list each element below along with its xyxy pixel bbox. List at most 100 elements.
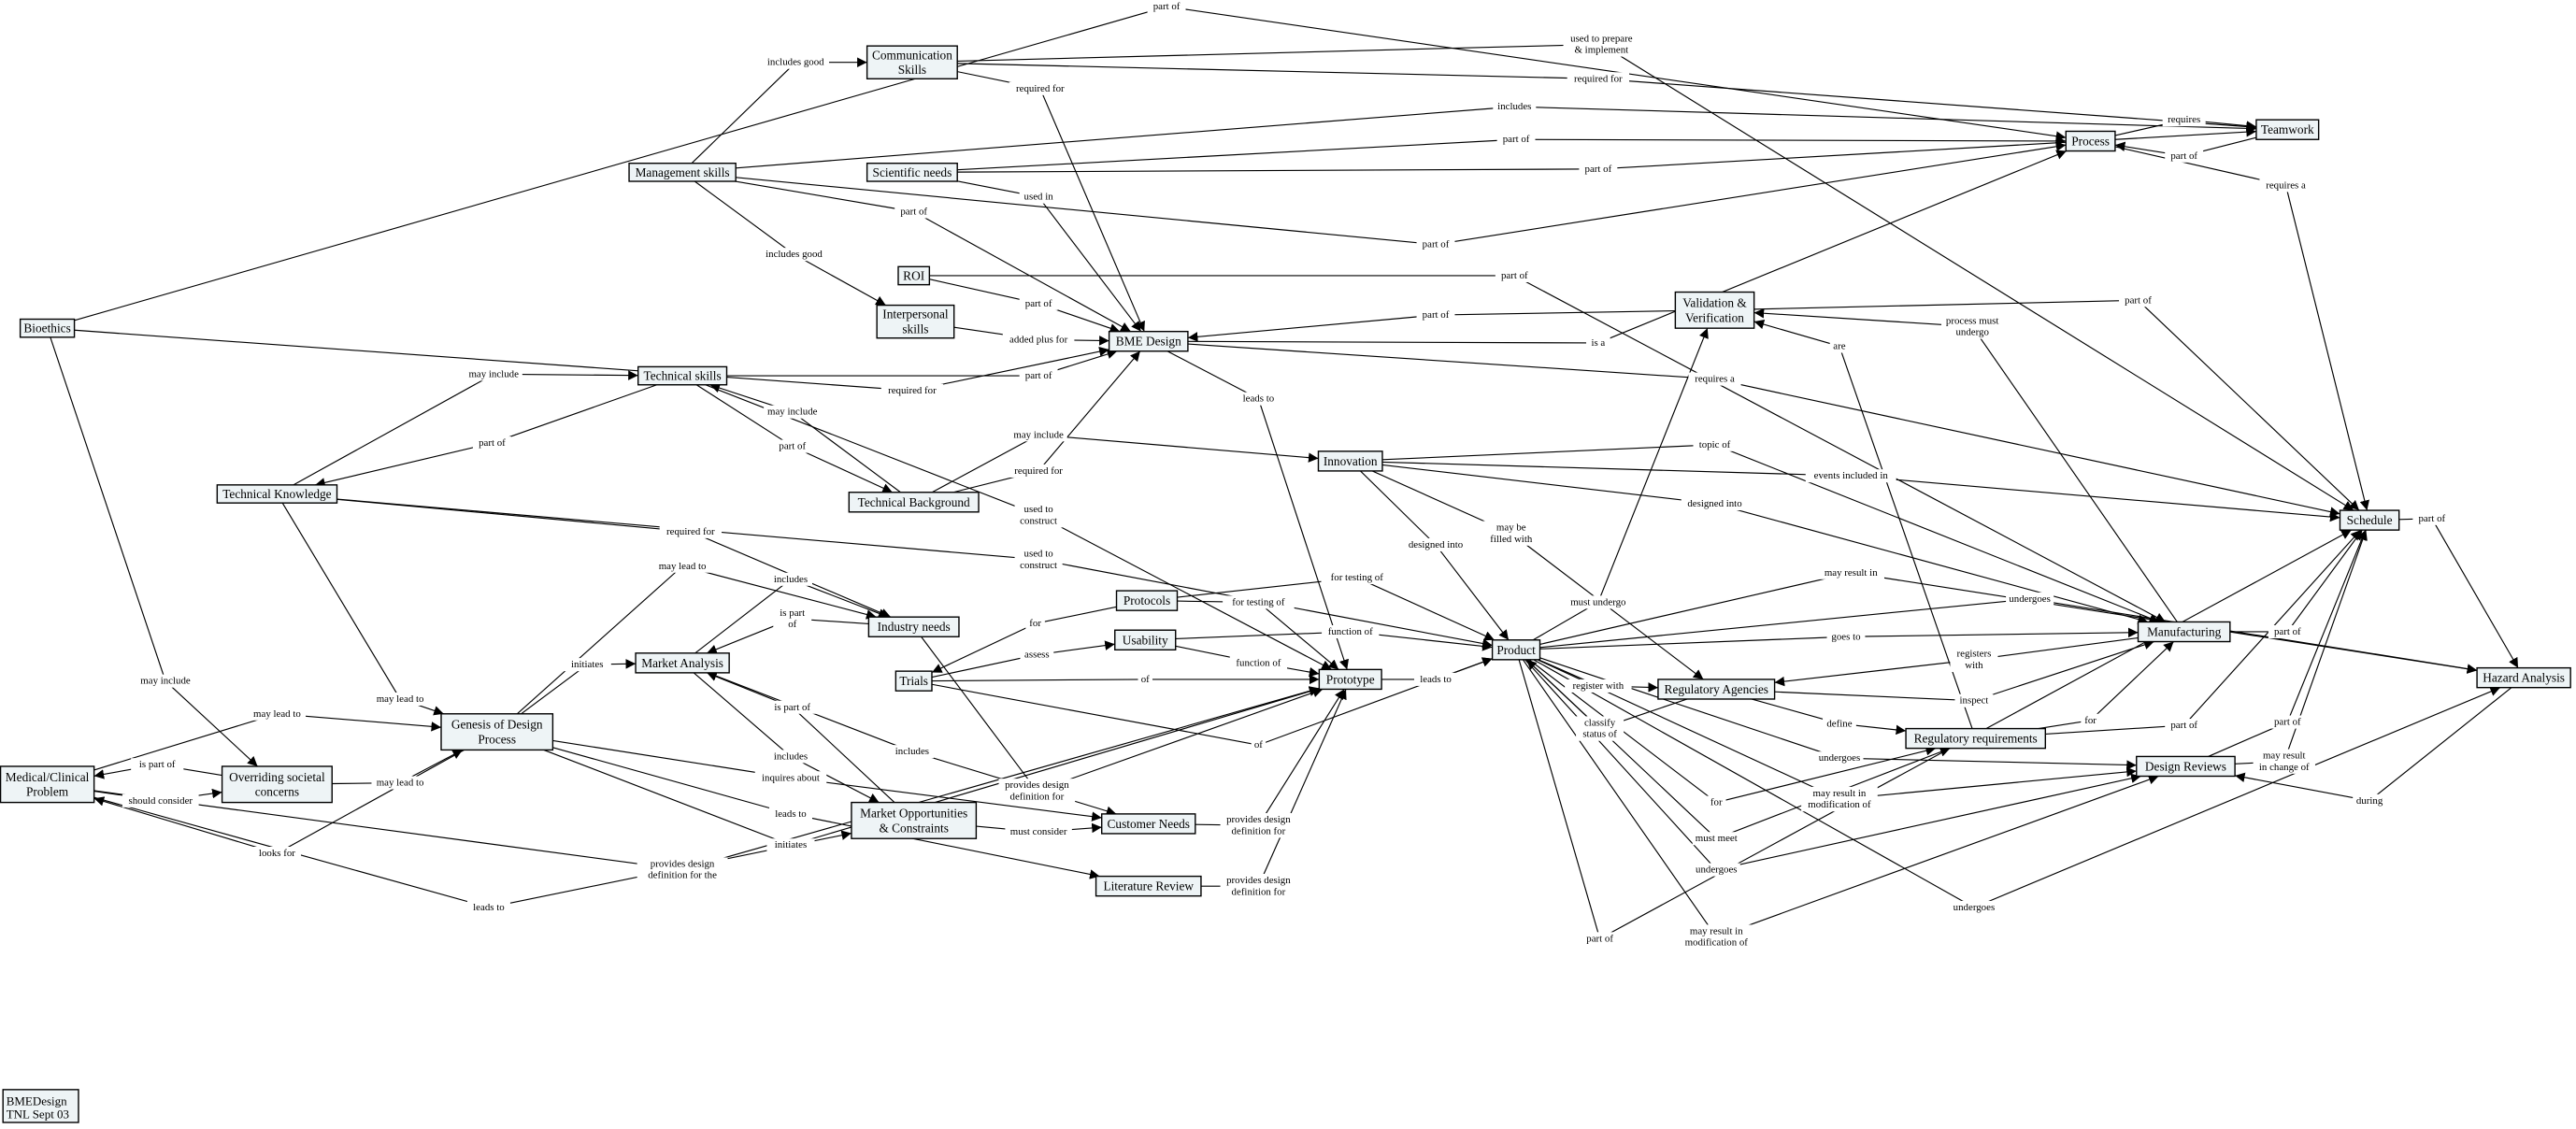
link-label-text: definition for: [1232, 825, 1286, 836]
link-label-background: [764, 405, 822, 419]
concept-market-opportunities-constraints[interactable]: Market Opportunities& Constraints: [851, 801, 978, 839]
concept-management-skills[interactable]: Management skills: [628, 163, 737, 182]
link-label: inquires about: [754, 771, 827, 785]
link-label-background: [760, 248, 828, 262]
concept-label: Regulatory Agencies: [1665, 682, 1768, 696]
concept-regulatory-agencies[interactable]: Regulatory Agencies: [1657, 679, 1776, 700]
link-label-text: during: [2356, 795, 2383, 807]
concept-scientific-needs[interactable]: Scientific needs: [866, 163, 958, 182]
link-label-text: includes good: [767, 57, 824, 68]
concept-protocols[interactable]: Protocols: [1115, 590, 1179, 611]
concept-industry-needs[interactable]: Industry needs: [867, 616, 960, 637]
link-arrow-to-interpersonal-skills: [794, 253, 887, 307]
link-label-text: required for: [1014, 465, 1063, 477]
link-label: is part of: [131, 758, 184, 772]
concept-design-reviews[interactable]: Design Reviews: [2136, 755, 2236, 778]
concept-market-analysis[interactable]: Market Analysis: [635, 652, 730, 674]
link-label-background: [637, 857, 728, 882]
link-line-product-to-label: [1522, 659, 1717, 937]
concept-technical-knowledge[interactable]: Technical Knowledge: [216, 484, 338, 504]
link-label: requires a: [1688, 372, 1741, 386]
link-label: leads to: [768, 807, 812, 821]
link-arrow-to-design-reviews: [1839, 766, 2137, 800]
concept-usability[interactable]: Usability: [1114, 629, 1177, 651]
link-arrow-to-manufacturing: [1714, 503, 2149, 624]
concept-prototype[interactable]: Prototype: [1318, 668, 1382, 691]
link-label-text: includes: [774, 750, 808, 762]
link-label-background: [1019, 190, 1058, 204]
link-label-background: [1014, 503, 1063, 528]
concept-bme-design[interactable]: BME Design: [1108, 330, 1189, 352]
link-label: during: [2353, 793, 2386, 807]
link-label-background: [1815, 751, 1864, 765]
link-label-background: [1005, 825, 1072, 839]
link-label-text: provides design: [1226, 814, 1291, 825]
concept-process[interactable]: Process: [2065, 130, 2116, 152]
link-label-text: definition for the: [648, 870, 717, 881]
link-arrow-to-manufacturing: [1973, 639, 2154, 702]
concept-label: Interpersonal: [882, 307, 949, 322]
concept-literature-review[interactable]: Literature Review: [1095, 875, 1202, 897]
link-arrow-to-schedule: [2284, 185, 2370, 511]
link-label-background: [2165, 719, 2204, 733]
concept-regulatory-requirements[interactable]: Regulatory requirements: [1905, 727, 2047, 750]
link-line-product-to-label: [1525, 659, 1717, 839]
concept-box: [1108, 330, 1189, 352]
link-line-technical-skills-to-label: [492, 384, 657, 444]
link-label: inspect: [1954, 693, 1994, 707]
concept-label: Technical Background: [858, 495, 970, 509]
concept-product[interactable]: Product: [1491, 639, 1541, 661]
link-label: topic of: [1693, 437, 1737, 451]
concept-validation-verification[interactable]: Validation &Verification: [1674, 291, 1755, 329]
concept-label: Technical skills: [644, 369, 722, 383]
concept-technical-skills[interactable]: Technical skills: [637, 365, 728, 386]
concept-box: [628, 163, 737, 182]
link-label-text: assess: [1024, 650, 1050, 661]
concept-box: [2476, 666, 2571, 689]
concept-label: Bioethics: [23, 322, 70, 336]
link-line-product-to-label: [1524, 659, 1717, 870]
concept-innovation[interactable]: Innovation: [1317, 450, 1383, 472]
link-label-background: [2006, 592, 2054, 606]
concept-bioethics[interactable]: Bioethics: [19, 318, 76, 338]
link-arrow-to-validation-verification: [1753, 307, 1973, 327]
concept-teamwork[interactable]: Teamwork: [2255, 119, 2320, 140]
concept-technical-background[interactable]: Technical Background: [848, 492, 980, 513]
link-label-background: [1826, 630, 1866, 644]
link-label-text: definition for: [1232, 886, 1286, 897]
link-label-text: should consider: [128, 795, 193, 807]
link-label-text: define: [1826, 718, 1852, 729]
link-label-text: designed into: [1409, 539, 1464, 550]
link-line-product-to-label: [1539, 572, 1852, 645]
link-label-background: [1220, 873, 1297, 899]
concept-manufacturing[interactable]: Manufacturing: [2137, 621, 2231, 643]
link-label-text: for: [2084, 715, 2097, 726]
link-label: looks for: [252, 847, 301, 861]
link-label-text: part of: [2170, 150, 2197, 162]
link-label-text: for testing of: [1331, 572, 1384, 583]
link-label-text: may be: [1496, 522, 1526, 533]
concept-hazard-analysis[interactable]: Hazard Analysis: [2476, 666, 2571, 689]
link-label-text: is part of: [774, 702, 810, 713]
link-arrow-to-prototype: [1257, 398, 1349, 670]
link-label-background: [1416, 237, 1455, 251]
link-label-text: required for: [666, 526, 715, 537]
link-label: of: [1138, 672, 1152, 686]
concept-schedule[interactable]: Schedule: [2339, 509, 2400, 531]
link-line-bioethics-to-label: [74, 329, 912, 392]
link-label-text: part of: [2274, 626, 2301, 637]
concept-box: [0, 765, 95, 804]
link-label-text: part of: [900, 207, 927, 218]
link-label-text: for: [1710, 797, 1723, 808]
concept-roi[interactable]: ROI: [897, 265, 931, 286]
link-label: part of: [2268, 715, 2307, 729]
concept-trials[interactable]: Trials: [894, 670, 933, 692]
concept-customer-needs[interactable]: Customer Needs: [1101, 813, 1196, 835]
link-label-text: for testing of: [1232, 596, 1285, 607]
